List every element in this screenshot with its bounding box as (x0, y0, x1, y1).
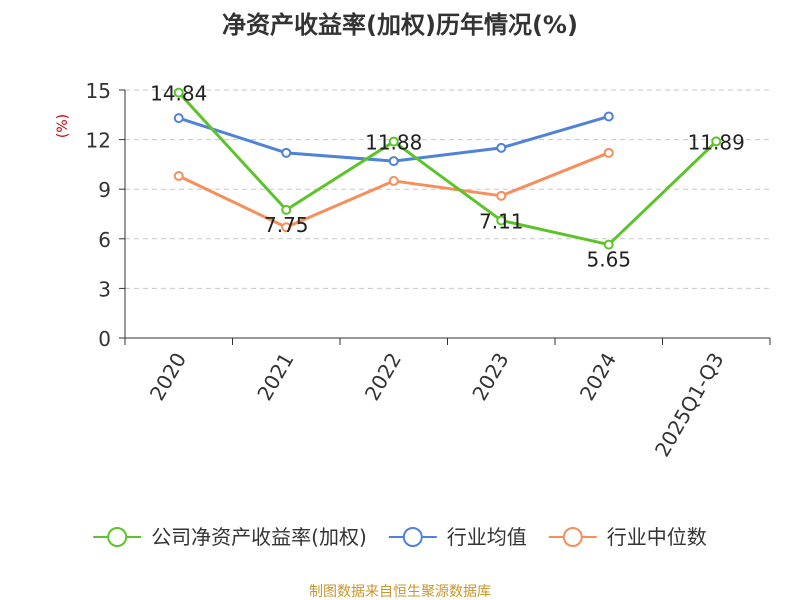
legend-marker (402, 527, 423, 547)
legend-item-1: 公司净资产收益率(加权) (93, 525, 367, 549)
data-point (281, 147, 292, 158)
y-tick-label: 6 (98, 228, 111, 252)
x-tick-label: 2020 (145, 349, 191, 405)
series-line (177, 91, 718, 247)
data-point (711, 136, 722, 147)
legend-label: 公司净资产收益率(加权) (151, 525, 367, 549)
legend-label: 行业中位数 (607, 525, 707, 549)
data-point (173, 87, 184, 98)
x-tick-label: 2023 (467, 349, 513, 405)
data-point (388, 136, 399, 147)
data-point (281, 222, 292, 233)
legend-marker (107, 527, 128, 547)
data-point (388, 175, 399, 186)
legend-marker (562, 527, 583, 547)
data-label: 5.65 (586, 248, 631, 272)
data-label: 11.88 (365, 131, 422, 155)
data-point (603, 147, 614, 158)
y-tick-label: 15 (86, 79, 111, 103)
data-point (603, 239, 614, 250)
legend: 公司净资产收益率(加权) 行业均值 行业中位数 (93, 525, 707, 549)
data-point (173, 113, 184, 124)
data-point (496, 142, 507, 153)
legend-item-2: 行业均值 (388, 525, 527, 549)
series-layer (173, 87, 722, 250)
y-tick-label: 9 (98, 178, 111, 202)
data-label: 14.84 (150, 82, 207, 106)
data-source-note: 制图数据来自恒生聚源数据库 (309, 584, 491, 600)
y-tick-label: 0 (98, 327, 111, 351)
data-label: 7.11 (479, 209, 524, 233)
series-2 (173, 111, 614, 167)
series-1 (173, 87, 722, 250)
data-label-layer: 14.84 7.75 11.88 7.11 5.65 11.89 (150, 82, 745, 272)
axis-layer: 0 3 6 9 12 15 2020 2021 2022 2023 2024 2025Q1-Q3 (86, 79, 771, 461)
data-label: 7.75 (264, 213, 309, 237)
data-point (281, 204, 292, 215)
legend-item-3: 行业中位数 (548, 525, 707, 549)
y-tick-label: 3 (98, 277, 111, 301)
x-tick-label: 2024 (575, 349, 621, 405)
series-3 (173, 147, 614, 233)
data-point (496, 190, 507, 201)
x-tick-label: 2025Q1-Q3 (650, 349, 729, 461)
data-point (388, 156, 399, 167)
x-tick-label: 2022 (360, 349, 406, 405)
y-axis-label: (%) (55, 114, 71, 138)
data-point (173, 170, 184, 181)
x-tick-label: 2021 (252, 349, 298, 405)
data-point (496, 215, 507, 226)
data-label: 11.89 (688, 130, 745, 154)
chart-title: 净资产收益率(加权)历年情况(%) (222, 11, 578, 39)
legend-label: 行业均值 (447, 525, 527, 549)
y-tick-label: 12 (86, 129, 111, 153)
data-point (603, 111, 614, 122)
